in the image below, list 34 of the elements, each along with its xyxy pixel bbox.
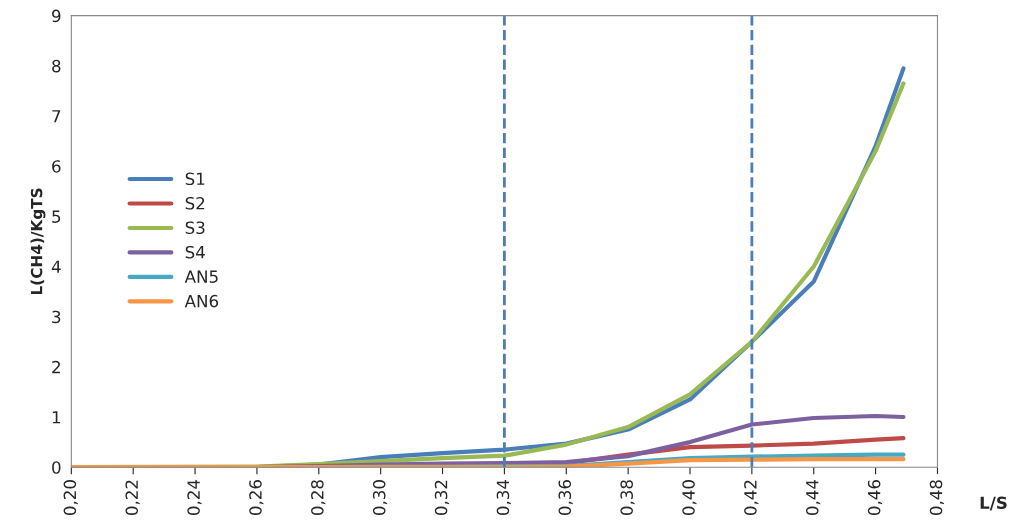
x-tick-label: 0,22: [125, 480, 140, 516]
legend-label: S2: [185, 196, 205, 210]
line-series: [71, 457, 906, 468]
x-axis-title: L/S: [980, 496, 1007, 511]
y-tick-label: 2: [52, 360, 60, 374]
y-tick-label: 6: [52, 160, 61, 173]
y-tick-label: 7: [52, 110, 61, 123]
y-tick-label: 0: [52, 461, 61, 474]
x-tick-label: 0,44: [805, 479, 821, 516]
x-tick-label: 0,24: [187, 479, 202, 516]
legend-label: S4: [185, 245, 205, 259]
y-tick-label: 1: [52, 411, 61, 424]
x-tick-label: 0,38: [620, 480, 635, 516]
x-tick-label: 0,20: [63, 480, 78, 516]
x-tick-label: 0,46: [867, 480, 883, 516]
legend-label: AN5: [184, 270, 218, 283]
y-tick-label: 8: [52, 59, 61, 73]
x-tick-label: 0,34: [496, 479, 511, 516]
x-tick-label: 0,36: [558, 480, 573, 516]
x-tick-label: 0,42: [744, 480, 759, 516]
x-tick-label: 0,40: [682, 480, 697, 516]
legend-label: S3: [185, 221, 205, 235]
x-tick-label: 0,48: [929, 480, 945, 516]
y-axis-title: L(CH4)/KgTS: [30, 188, 46, 295]
y-tick-label: 5: [52, 210, 61, 223]
y-tick-label: 9: [52, 9, 61, 23]
x-tick-label: 0,30: [372, 480, 388, 516]
x-tick-label: 0,26: [249, 480, 264, 516]
y-tick-label: 3: [52, 310, 61, 324]
legend-label: S1: [185, 172, 205, 186]
legend-label: AN6: [184, 294, 219, 308]
x-tick-label: 0,28: [311, 480, 326, 516]
y-tick-label: 4: [51, 260, 61, 273]
x-tick-label: 0,32: [434, 480, 450, 516]
